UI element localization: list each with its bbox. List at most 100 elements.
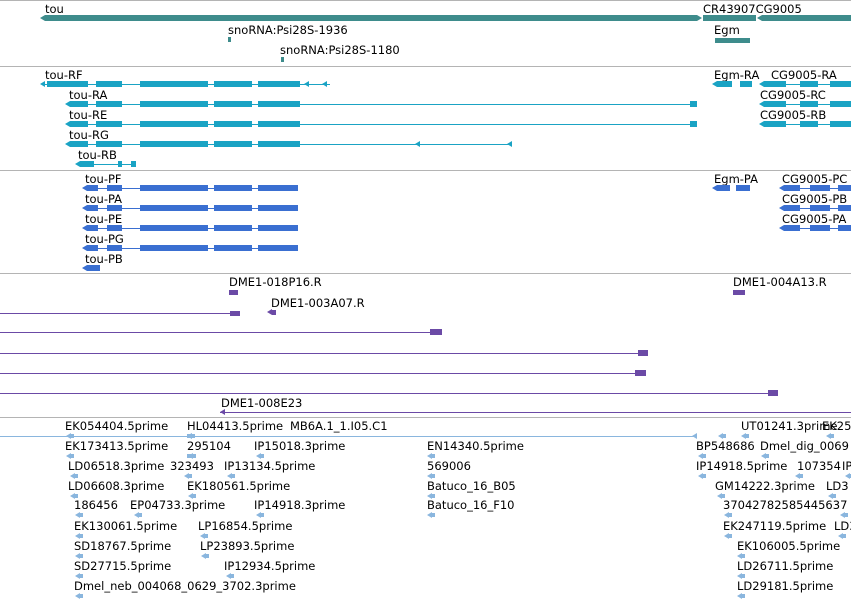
gene-label[interactable]: snoRNA:Psi28S-1936 (228, 23, 348, 37)
clone-label[interactable]: DME1-003A07.R (271, 296, 365, 310)
exon-block[interactable] (258, 205, 298, 211)
exon-block[interactable] (800, 101, 818, 107)
est-label[interactable]: SD18767.5prime (74, 539, 172, 553)
est-read[interactable] (723, 434, 726, 438)
exon-block[interactable] (830, 121, 851, 127)
est-label[interactable]: EK25 (822, 419, 851, 433)
arrow-left-icon[interactable] (737, 553, 742, 559)
exon-block[interactable] (140, 141, 208, 147)
arrow-left-icon[interactable] (40, 15, 45, 21)
exon-block[interactable] (838, 225, 851, 231)
arrow-left-icon[interactable] (427, 512, 432, 518)
clone-end[interactable] (635, 370, 646, 376)
arrow-left-icon[interactable] (201, 553, 206, 559)
exon-block[interactable] (784, 205, 800, 211)
exon-block[interactable] (717, 185, 730, 191)
exon-block[interactable] (717, 81, 732, 87)
gene-label[interactable]: tou (45, 2, 64, 16)
exon-block[interactable] (258, 185, 298, 191)
transcript-label[interactable]: tou-RG (69, 128, 109, 142)
transcript-label[interactable]: tou-RA (69, 88, 108, 102)
clone-span[interactable] (220, 411, 851, 413)
est-read[interactable] (80, 594, 83, 598)
est-read[interactable] (703, 454, 706, 458)
peptide-label[interactable]: Egm-PA (714, 172, 758, 186)
transcript-label[interactable]: Egm-RA (714, 68, 760, 82)
arrow-left-icon[interactable] (75, 512, 80, 518)
est-read[interactable] (261, 454, 264, 458)
est-read[interactable] (205, 534, 208, 538)
clone-label[interactable]: DME1-008E23 (221, 396, 303, 410)
exon-block[interactable] (810, 225, 830, 231)
peptide-label[interactable]: CG9005-PC (782, 172, 848, 186)
arrow-left-icon[interactable] (75, 553, 80, 559)
exon-block[interactable] (87, 265, 100, 271)
exon-block[interactable] (838, 185, 851, 191)
arrow-left-icon[interactable] (75, 161, 80, 167)
exon-block[interactable] (47, 81, 88, 87)
arrow-left-icon[interactable] (759, 101, 764, 107)
exon-block[interactable] (258, 101, 300, 107)
exon-block[interactable] (810, 205, 830, 211)
est-label[interactable]: EK247119.5prime (723, 519, 827, 533)
arrow-left-icon[interactable] (698, 453, 703, 459)
exon-block[interactable] (87, 245, 98, 251)
exon-block[interactable] (96, 81, 122, 87)
est-label[interactable]: Dmel_dig_0069 (760, 439, 849, 453)
arrow-left-icon[interactable] (828, 493, 833, 499)
intron-line[interactable] (70, 123, 697, 125)
clone-span[interactable] (0, 331, 440, 333)
arrow-left-icon[interactable] (840, 512, 845, 518)
est-read[interactable] (742, 554, 745, 558)
arrow-left-icon[interactable] (66, 453, 71, 459)
est-read[interactable] (71, 454, 74, 458)
arrow-left-icon[interactable] (134, 512, 139, 518)
clone-span[interactable] (0, 392, 777, 394)
exon-block[interactable] (140, 185, 208, 191)
exon-block[interactable] (830, 101, 851, 107)
exon-block[interactable] (140, 245, 208, 251)
arrow-left-icon[interactable] (712, 81, 717, 87)
est-read[interactable] (831, 434, 834, 438)
gene-glyph-cr43907[interactable] (703, 15, 756, 21)
arrow-left-icon[interactable] (718, 433, 723, 439)
est-label[interactable]: Dmel_neb_004068_0629_3702.3prime (74, 579, 296, 593)
arrow-right-icon[interactable] (697, 15, 702, 21)
arrow-left-icon[interactable] (82, 205, 87, 211)
gene-glyph-cg9005[interactable] (762, 15, 851, 21)
exon-block[interactable] (214, 225, 252, 231)
est-read[interactable] (843, 534, 846, 538)
est-label[interactable]: LD06608.3prime (68, 479, 165, 493)
arrow-left-icon[interactable] (304, 81, 309, 87)
est-label[interactable]: BP548686 (696, 439, 755, 453)
est-label[interactable]: 186456 (74, 498, 118, 512)
arrow-left-icon[interactable] (65, 101, 70, 107)
est-read[interactable] (722, 494, 725, 498)
est-label[interactable]: LP23893.5prime (200, 539, 295, 553)
exon-block[interactable] (118, 161, 122, 167)
est-label[interactable]: IP15018.3prime (254, 439, 346, 453)
est-label[interactable]: UT01241.3prime (741, 419, 838, 433)
exon-block[interactable] (107, 185, 122, 191)
est-read[interactable] (75, 474, 78, 478)
peptide-label[interactable]: tou-PE (85, 212, 123, 226)
exon-block[interactable] (736, 185, 750, 191)
peptide-label[interactable]: tou-PG (85, 232, 124, 246)
exon-block[interactable] (690, 101, 697, 107)
intron-line[interactable] (80, 163, 136, 165)
transcript-label[interactable]: tou-RB (78, 148, 117, 162)
est-read[interactable] (432, 513, 435, 517)
clone-label[interactable]: DME1-004A13.R (733, 275, 827, 289)
arrow-left-icon[interactable] (70, 473, 75, 479)
arrow-left-icon[interactable] (698, 473, 703, 479)
arrow-left-icon[interactable] (75, 593, 80, 599)
exon-block[interactable] (810, 185, 830, 191)
arrow-left-icon[interactable] (427, 453, 432, 459)
gene-label[interactable]: snoRNA:Psi28S-1180 (280, 43, 400, 57)
arrow-left-icon[interactable] (267, 309, 272, 315)
arrow-left-icon[interactable] (737, 573, 742, 579)
exon-block[interactable] (784, 185, 800, 191)
exon-block[interactable] (70, 101, 88, 107)
est-read[interactable] (80, 574, 83, 578)
clone-end[interactable] (229, 289, 238, 295)
